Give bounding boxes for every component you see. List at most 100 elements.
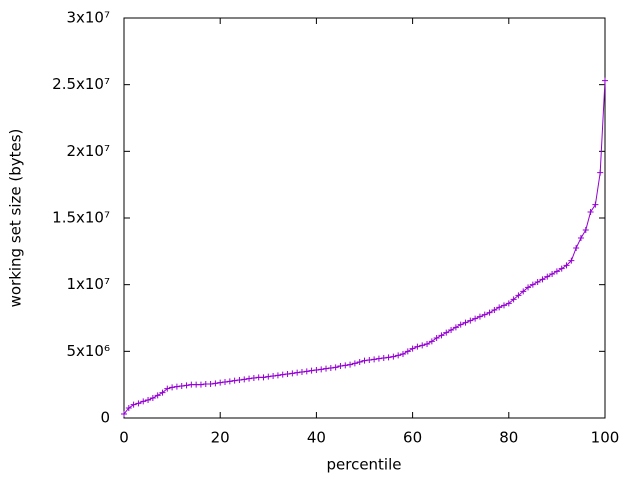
point-marker	[414, 343, 421, 350]
point-marker	[500, 302, 507, 309]
point-marker	[592, 201, 599, 208]
y-tick-label: 1x10⁷	[66, 275, 110, 293]
point-marker	[121, 411, 127, 417]
point-marker	[347, 361, 354, 368]
point-marker	[303, 368, 310, 375]
point-marker	[323, 365, 330, 372]
point-marker	[298, 369, 305, 375]
x-tick-label: 20	[211, 429, 230, 447]
point-marker	[154, 392, 161, 399]
point-marker	[452, 324, 459, 331]
point-marker	[428, 338, 435, 345]
point-marker	[183, 382, 190, 389]
point-marker	[462, 319, 469, 326]
point-marker	[173, 383, 180, 390]
point-marker	[222, 379, 229, 385]
y-tick-label: 0	[100, 409, 110, 427]
point-marker	[246, 375, 253, 382]
point-marker	[467, 317, 474, 324]
point-marker	[289, 370, 296, 377]
point-marker	[577, 235, 584, 241]
point-marker	[448, 327, 455, 333]
point-marker	[539, 276, 546, 283]
point-marker	[380, 355, 387, 361]
point-marker	[549, 271, 556, 277]
point-marker	[404, 348, 411, 355]
point-marker	[515, 292, 522, 299]
point-marker	[212, 380, 219, 387]
point-marker	[395, 352, 402, 359]
x-tick-label: 80	[499, 429, 518, 447]
point-marker	[351, 360, 358, 367]
point-marker	[241, 376, 248, 383]
point-marker	[433, 335, 440, 341]
point-marker	[149, 395, 156, 401]
point-marker	[250, 375, 257, 381]
point-marker	[597, 169, 604, 176]
point-marker	[371, 356, 378, 363]
point-marker	[529, 281, 536, 288]
point-marker	[337, 363, 344, 369]
point-marker	[217, 379, 224, 386]
point-marker	[197, 381, 204, 388]
point-marker	[231, 377, 238, 384]
point-marker	[544, 273, 551, 280]
x-tick-label: 100	[591, 429, 620, 447]
point-marker	[260, 374, 267, 381]
y-tick-label: 5x10⁶	[66, 342, 110, 360]
point-marker	[361, 357, 368, 364]
point-marker	[327, 365, 334, 371]
point-marker	[366, 357, 373, 363]
point-marker	[419, 342, 426, 349]
y-tick-label: 3x10⁷	[66, 9, 110, 27]
y-tick-label: 2.5x10⁷	[52, 75, 110, 93]
point-marker	[582, 227, 589, 233]
point-marker	[342, 362, 349, 369]
point-marker	[375, 355, 382, 362]
point-marker	[130, 401, 137, 408]
point-marker	[457, 321, 464, 328]
point-marker	[294, 369, 301, 376]
point-marker	[159, 389, 166, 396]
x-tick-label: 40	[307, 429, 326, 447]
point-marker	[265, 373, 272, 380]
point-marker	[390, 353, 397, 360]
point-marker	[563, 262, 570, 269]
point-marker	[534, 279, 541, 285]
point-marker	[236, 377, 243, 383]
point-marker	[332, 364, 339, 371]
point-marker	[481, 311, 488, 318]
y-tick-label: 1.5x10⁷	[52, 209, 110, 227]
point-marker	[573, 245, 580, 251]
point-marker	[491, 307, 498, 313]
x-tick-label: 0	[119, 429, 129, 447]
point-marker	[308, 367, 315, 374]
point-marker	[318, 366, 325, 373]
point-marker	[385, 354, 392, 361]
point-marker	[443, 329, 450, 336]
y-tick-label: 2x10⁷	[66, 142, 110, 160]
point-marker	[409, 345, 416, 352]
point-marker	[274, 372, 281, 379]
point-marker	[486, 309, 493, 316]
x-axis-label: percentile	[326, 456, 401, 474]
point-marker	[424, 341, 431, 347]
point-marker	[438, 332, 445, 339]
point-marker	[178, 383, 185, 389]
point-marker	[505, 300, 512, 307]
point-marker	[587, 209, 594, 215]
point-marker	[525, 284, 532, 291]
point-marker	[207, 381, 214, 387]
point-marker	[496, 304, 503, 311]
point-marker	[164, 385, 171, 392]
point-marker	[356, 359, 363, 365]
data-line	[123, 80, 606, 415]
point-marker	[399, 351, 406, 357]
point-marker	[602, 77, 608, 84]
point-marker	[125, 405, 132, 411]
point-marker	[284, 371, 291, 377]
point-marker	[568, 257, 575, 264]
point-marker	[140, 398, 147, 405]
